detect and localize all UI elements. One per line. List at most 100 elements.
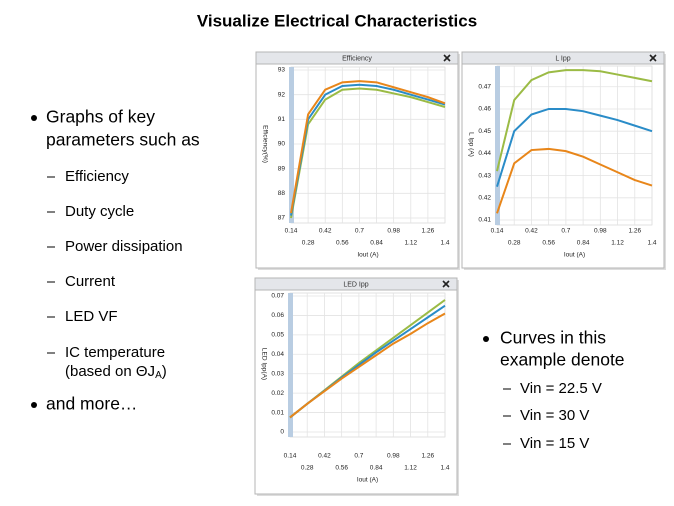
plot-area (290, 66, 446, 224)
x-tick-label: 0.56 (335, 465, 348, 472)
panel-title: Efficiency (342, 55, 372, 62)
y-tick-label: 0.07 (271, 293, 284, 300)
plot-area (289, 292, 446, 438)
sub-item: Current (65, 273, 116, 290)
y-tick-label: 93 (278, 67, 286, 74)
y-tick-label: 0.44 (478, 150, 491, 157)
x-tick-label: 0.14 (285, 228, 298, 235)
panel-title: LED Ipp (343, 281, 368, 288)
sub-item: Vin = 15 V (520, 435, 589, 452)
y-tick-label: 87 (278, 215, 286, 222)
sub-item: Vin = 22.5 V (520, 380, 602, 397)
sub-item: Duty cycle (65, 203, 134, 220)
y-tick-label: 0.03 (271, 370, 284, 377)
plot-area (496, 65, 653, 226)
x-tick-label: 0.98 (387, 453, 400, 460)
y-tick-label: 0.47 (478, 83, 491, 90)
chart-panel: Efficiency 87 88 89 90 91 92 93 0.14 0.28 0.42 0.56… (255, 51, 460, 270)
x-tick-label: 0.28 (508, 240, 521, 247)
bullet (31, 402, 37, 408)
x-tick-label: 1.4 (647, 240, 656, 247)
x-tick-label: 0.42 (318, 453, 331, 460)
series-line (290, 83, 446, 216)
slide-title: Visualize Electrical Characteristics (197, 11, 477, 30)
x-tick-label: 0.42 (525, 228, 538, 235)
x-tick-label: 1.26 (422, 228, 435, 235)
x-tick-label: 0.84 (370, 465, 383, 472)
y-axis-label: L Ipp (A) (467, 132, 474, 157)
close-icon[interactable] (442, 280, 450, 288)
bullet-text: Curves in this (500, 328, 606, 348)
series-line (496, 147, 653, 214)
y-tick-label: 90 (278, 141, 286, 148)
scroll-strip (289, 67, 294, 223)
y-tick-label: 0.45 (478, 128, 491, 135)
x-tick-label: 0.84 (577, 240, 590, 247)
panel-titlebar (254, 277, 458, 291)
y-axis-label: LED Ipp(A) (260, 348, 267, 380)
x-tick-label: 0.7 (354, 453, 363, 460)
x-tick-label: 0.84 (370, 240, 383, 247)
x-tick-label: 0.56 (542, 240, 555, 247)
x-tick-label: 1.4 (440, 465, 449, 472)
note-text: (based on ΘJ (65, 363, 155, 380)
x-tick-label: 1.26 (421, 453, 434, 460)
bullet-text: and more… (46, 394, 137, 414)
y-tick-label: 0.06 (271, 312, 284, 319)
close-icon[interactable] (649, 54, 657, 62)
x-tick-label: 1.26 (628, 228, 641, 235)
chart-panel: LED Ipp 0 0.01 0.02 0.03 0.04 0.05 0.06 0.07 0.14… (254, 277, 459, 496)
y-tick-label: 88 (278, 190, 286, 197)
y-tick-label: 0.41 (478, 217, 491, 224)
x-tick-label: 0.28 (302, 240, 315, 247)
y-tick-label: 0.43 (478, 172, 491, 179)
x-tick-label: 0.42 (319, 228, 332, 235)
y-tick-label: 92 (278, 91, 286, 98)
y-tick-label: 0.01 (271, 409, 284, 416)
close-button[interactable] (443, 54, 451, 62)
x-tick-label: 1.12 (611, 240, 624, 247)
sub-item: Vin = 30 V (520, 407, 589, 424)
sub-item: Efficiency (65, 168, 129, 185)
bullet (31, 115, 37, 121)
x-tick-label: 1.12 (404, 465, 417, 472)
close-icon[interactable] (443, 54, 451, 62)
y-tick-label: 0 (280, 429, 284, 436)
note-close: ) (162, 363, 167, 380)
y-tick-label: 0.05 (271, 332, 284, 339)
chart-panel: L Ipp 0.41 0.42 0.43 0.44 0.45 0.46 0.47 0.14 0.2… (461, 51, 666, 270)
series-line (290, 87, 446, 219)
x-tick-label: 1.12 (404, 240, 417, 247)
series-line (290, 80, 446, 214)
x-tick-label: 0.98 (387, 228, 400, 235)
sub-list: Efficiency Duty cycle Power dissipation … (47, 168, 183, 381)
x-tick-label: 0.56 (336, 240, 349, 247)
bullet (483, 336, 489, 342)
sub-item: IC temperature (65, 344, 165, 361)
sub-item: LED VF (65, 308, 118, 325)
series-line (496, 107, 653, 187)
x-tick-label: 0.14 (491, 228, 504, 235)
y-tick-label: 0.46 (478, 106, 491, 113)
x-tick-label: 0.7 (561, 228, 570, 235)
y-axis-label: Efficiency(%) (261, 125, 268, 163)
close-button[interactable] (649, 54, 657, 62)
panel-title: L Ipp (555, 55, 570, 62)
x-tick-label: 0.98 (594, 228, 607, 235)
sub-item-note: (based on ΘJA) (65, 363, 167, 381)
x-axis-label: Iout (A) (357, 477, 378, 484)
scroll-strip (288, 293, 293, 437)
bullet-text: parameters such as (46, 130, 200, 150)
y-tick-label: 0.04 (271, 351, 284, 358)
panel-titlebar (255, 51, 459, 65)
x-tick-label: 1.4 (440, 240, 449, 247)
x-axis-label: Iout (A) (564, 252, 585, 259)
bullet-text: Graphs of key (46, 107, 155, 127)
scroll-strip (495, 66, 500, 225)
close-button[interactable] (442, 280, 450, 288)
series-line (289, 312, 446, 419)
x-axis-label: Iout (A) (357, 252, 378, 259)
note-subscript: A (155, 370, 162, 381)
series-line (496, 69, 653, 172)
